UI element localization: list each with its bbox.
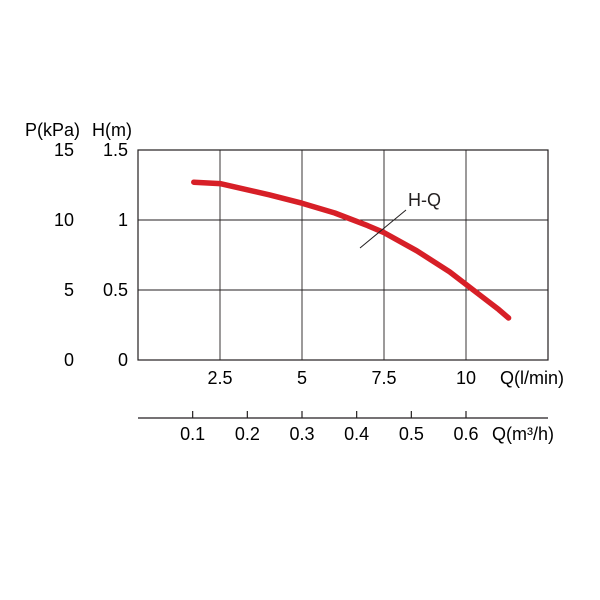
y-tick-h: 1.5: [103, 140, 128, 160]
x-tick-m3h: 0.5: [399, 424, 424, 444]
x-tick-m3h: 0.2: [235, 424, 260, 444]
x-title-lmin: Q(l/min): [500, 368, 564, 388]
y-tick-p: 0: [64, 350, 74, 370]
x-tick-lmin: 5: [297, 368, 307, 388]
y-tick-p: 5: [64, 280, 74, 300]
x-tick-lmin: 7.5: [371, 368, 396, 388]
y-tick-h: 0: [118, 350, 128, 370]
x-tick-m3h: 0.1: [180, 424, 205, 444]
y-tick-p: 15: [54, 140, 74, 160]
x-tick-lmin: 2.5: [207, 368, 232, 388]
y-tick-p: 10: [54, 210, 74, 230]
y-title-h: H(m): [92, 120, 132, 140]
pump-curve-chart: { "chart": { "type": "line", "background…: [0, 0, 600, 600]
series-label: H-Q: [408, 190, 441, 210]
x-tick-m3h: 0.4: [344, 424, 369, 444]
x-title-m3h: Q(m³/h): [492, 424, 554, 444]
y-tick-h: 0.5: [103, 280, 128, 300]
y-title-p: P(kPa): [25, 120, 80, 140]
x-tick-m3h: 0.3: [289, 424, 314, 444]
x-tick-lmin: 10: [456, 368, 476, 388]
chart-svg: H-Q 0 0.5 1 1.5 0 5 10 15 H(m) P(kPa) 2.5 5 7.5 10 Q(l/…: [0, 0, 600, 600]
x-tick-m3h: 0.6: [453, 424, 478, 444]
y-tick-h: 1: [118, 210, 128, 230]
